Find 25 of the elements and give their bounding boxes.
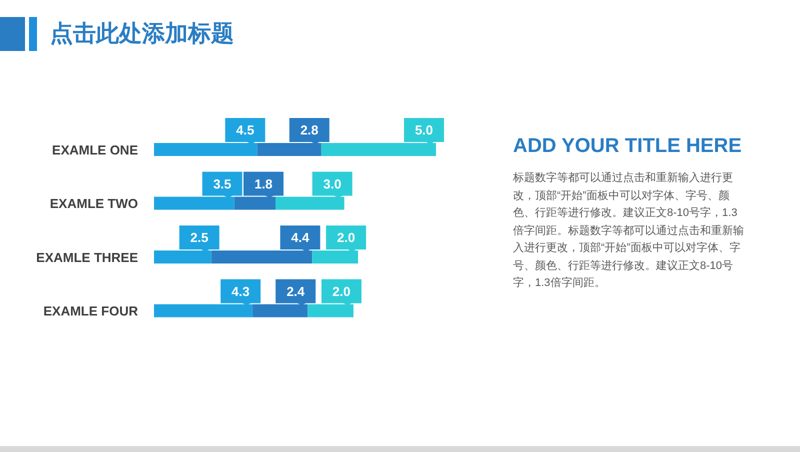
y-tick-label: EXAMLE THREE xyxy=(36,250,138,265)
data-label: 2.8 xyxy=(300,122,318,138)
bar xyxy=(276,196,344,210)
bar xyxy=(211,250,312,264)
data-label: 2.5 xyxy=(190,230,208,245)
y-tick-label: EXAMLE ONE xyxy=(52,142,138,158)
data-label: 4.5 xyxy=(236,122,254,138)
bar xyxy=(154,143,258,156)
chart-title: 点击此处添加标题 xyxy=(50,19,234,48)
bar xyxy=(154,196,234,210)
data-label: 2.0 xyxy=(332,284,350,299)
text: ADD YOUR TITLE HERE xyxy=(513,134,743,159)
y-tick-label: EXAMLE FOUR xyxy=(43,304,139,319)
text: 标题数字等都可以通过点击和重新输入进行更改，顶部“开始”面板中可以对字体、字号、颜色、行距等进行修改。建议正文8-10号字，1.3倍字间距。标题数字等都可以通过点击和重新输入进行更改，顶部“开始”面板中可以对字体、字号、颜色、行距等进行修改。建议正文8-10号字，1.3倍字间距。 xyxy=(513,170,745,291)
data-label: 4.3 xyxy=(232,284,250,299)
y-tick-label: EXAMLE TWO xyxy=(50,196,138,212)
data-label: 3.0 xyxy=(323,176,342,192)
bar xyxy=(321,143,436,156)
data-label: 5.0 xyxy=(414,122,434,138)
data-label: 1.8 xyxy=(254,176,273,192)
data-label: 4.4 xyxy=(291,230,310,245)
data-label: 2.4 xyxy=(286,284,306,299)
data-label: 3.5 xyxy=(213,176,232,192)
bar xyxy=(154,304,253,318)
data-label: 2.0 xyxy=(337,230,356,245)
